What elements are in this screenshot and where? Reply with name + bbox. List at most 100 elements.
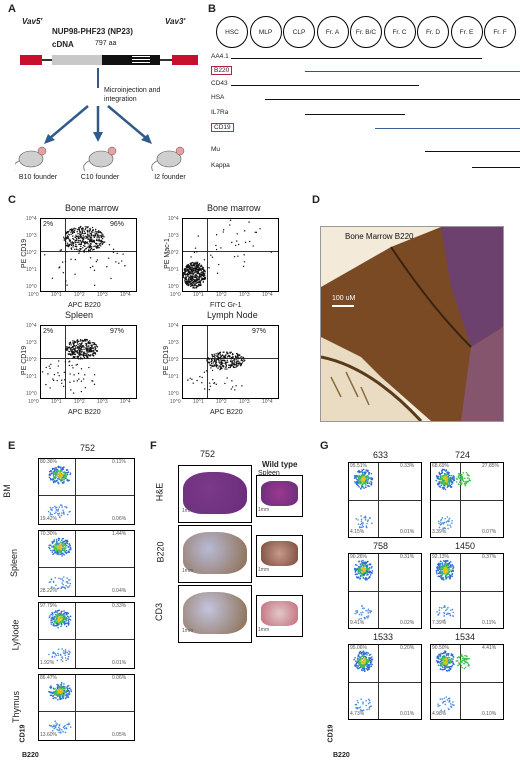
scatter-points: [187, 351, 246, 391]
row-label-lynode: LyNode: [10, 619, 21, 651]
quadrant-ul: 80.36%: [40, 459, 57, 465]
panel-f-title: 752: [200, 449, 216, 459]
y-axis-label: CD19: [327, 724, 335, 743]
spleen-section-752: [178, 465, 252, 523]
quadrant-ur: 1.44%: [112, 531, 127, 537]
flow-plot-xlabel: APC B220: [68, 302, 101, 309]
stage-circle: Fr. E: [450, 16, 483, 48]
stage-circle: Fr. F: [484, 16, 516, 48]
scatter-points: [48, 681, 73, 734]
quadrant-ul: 70.30%: [40, 531, 57, 537]
flow-plot-xlabel: FITC Gr-1: [210, 302, 242, 309]
quadrant-line-h: [41, 358, 136, 360]
quadrant-line-h: [431, 682, 503, 683]
construct-label: NUP98-PHF23 (NP23): [52, 27, 133, 36]
scatter-points: [353, 468, 374, 529]
quadrant-line-v: [206, 219, 208, 291]
x-tick: 10^3: [97, 292, 108, 298]
y-tick: 10^0: [26, 284, 37, 290]
stage-circle: CLP: [283, 16, 315, 48]
quadrant-line-h: [183, 251, 278, 253]
flow-plot-xlabel: APC B220: [68, 409, 101, 416]
quadrant-line-v: [75, 459, 77, 524]
flow-plot: [182, 325, 279, 399]
vav5-label: Vav5': [22, 17, 43, 26]
scatter-points: [48, 609, 72, 663]
stain-label: CD3: [154, 602, 165, 622]
marker-label-b220: B220: [211, 66, 233, 75]
flow-plot: [38, 458, 135, 525]
y-tick: 10^4: [168, 216, 179, 222]
y-tick: 10^2: [168, 250, 179, 256]
wild-type-label: Wild type: [262, 460, 298, 469]
quadrant-line-h: [431, 591, 503, 592]
panel-e-title: 752: [80, 443, 96, 453]
sample-id: 633: [373, 450, 389, 460]
marker-label-kappa: Kappa: [211, 162, 230, 169]
row-label-thymus: Thymus: [11, 690, 22, 724]
x-tick: 10^2: [74, 399, 85, 405]
stain-label: H&E: [154, 482, 165, 502]
quadrant-ul: 90.50%: [432, 645, 449, 651]
flow-plot: [38, 602, 135, 669]
flow-plot: [40, 218, 137, 292]
quadrant-ll: 4.98%: [432, 711, 447, 717]
founder-b10: B10 founder: [18, 174, 58, 181]
x-tick: 10^4: [262, 292, 273, 298]
quadrant-ul: 68.69%: [432, 463, 449, 469]
panel-label-c: C: [8, 194, 16, 206]
sample-id: 1534: [455, 632, 476, 642]
quadrant-ll: 19.42%: [40, 516, 57, 522]
scatter-points: [183, 219, 273, 289]
scatter-points: [47, 465, 72, 518]
quadrant-lr: 0.02%: [400, 620, 415, 626]
quadrant-line-h: [39, 494, 134, 496]
flow-plot-xlabel: APC B220: [210, 409, 243, 416]
quadrant-line-h: [39, 710, 134, 712]
flow-plot: [430, 462, 504, 538]
flow-plot: [40, 325, 137, 399]
marker-line: [472, 167, 520, 168]
marker-line: [264, 99, 520, 100]
founder-c10: C10 founder: [80, 174, 120, 181]
x-tick: 10^3: [239, 292, 250, 298]
quadrant-ur: 97%: [110, 328, 125, 335]
scatter-points: [353, 650, 374, 712]
cdna-label: cDNA: [52, 40, 74, 49]
vav3-label: Vav3': [165, 17, 186, 26]
y-tick: 10^0: [26, 391, 37, 397]
y-tick: 10^0: [168, 284, 179, 290]
mouse-icons: [15, 146, 185, 172]
panel-label-a: A: [8, 3, 16, 15]
y-tick: 10^0: [168, 391, 179, 397]
x-tick: 10^0: [170, 292, 181, 298]
quadrant-lr: 0.01%: [112, 660, 127, 666]
histology-title: Bone Marrow B220: [345, 232, 414, 241]
histology-bone-marrow: [320, 226, 504, 422]
marker-line: [304, 114, 406, 115]
quadrant-lr: 0.05%: [112, 732, 127, 738]
process-label: Microinjection and integration: [104, 87, 161, 103]
quadrant-ll: 4.15%: [350, 529, 365, 535]
marker-line: [231, 85, 419, 86]
sample-id: 1450: [455, 541, 476, 551]
y-tick: 10^3: [26, 340, 37, 346]
quadrant-ur: 27.85%: [482, 463, 499, 469]
marker-label-mu: Mu: [211, 146, 221, 153]
quadrant-ll: 7.39%: [432, 620, 447, 626]
quadrant-ul: 95.51%: [350, 463, 367, 469]
sample-id: 1533: [373, 632, 394, 642]
tissue-shape: [261, 601, 298, 626]
scatter-points: [435, 650, 471, 712]
flow-plot-title: Spleen: [65, 310, 94, 320]
scatter-points: [44, 225, 126, 287]
flow-plot: [348, 462, 422, 538]
injection-arrows: [44, 68, 152, 144]
quadrant-line-h: [349, 682, 421, 683]
y-tick: 10^1: [168, 374, 179, 380]
stain-label: B220: [155, 541, 166, 563]
scale-label: 1mm: [258, 627, 270, 633]
x-tick: 10^2: [216, 292, 227, 298]
quadrant-ul: 92.13%: [432, 554, 449, 560]
spleen-section-wild-type: [256, 535, 303, 577]
